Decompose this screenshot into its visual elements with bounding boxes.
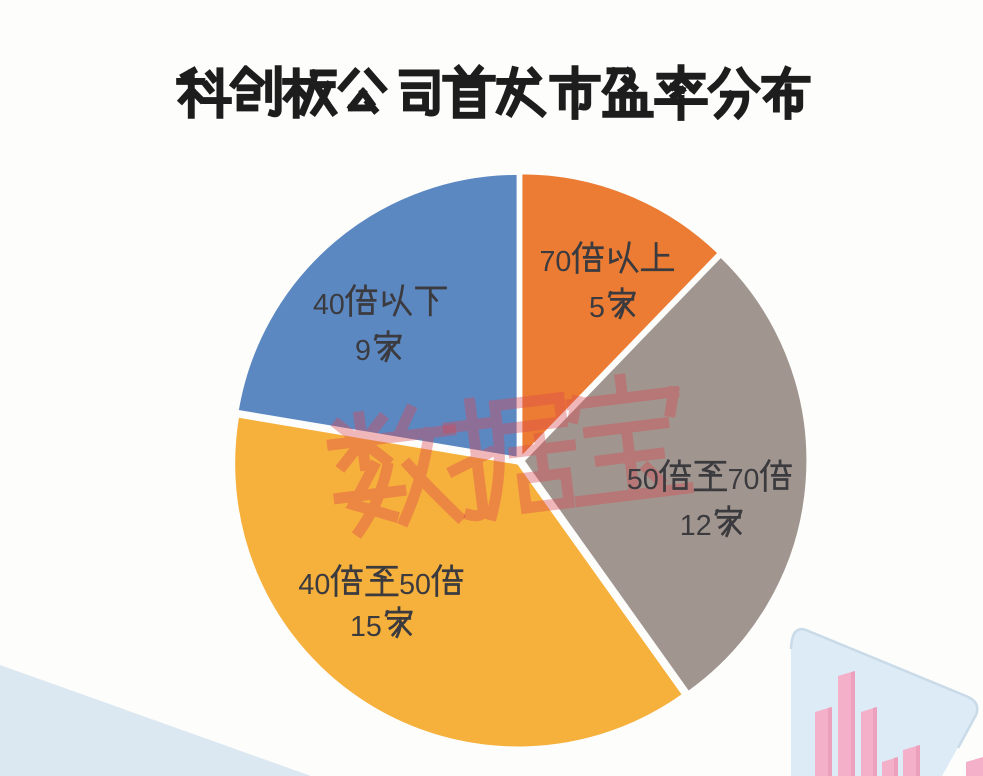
svg-text:5: 5 [589, 292, 605, 324]
svg-text:70: 70 [728, 464, 760, 496]
svg-text:12: 12 [680, 510, 712, 542]
svg-text:70: 70 [540, 246, 572, 278]
svg-text:40: 40 [298, 569, 330, 601]
svg-text:40: 40 [313, 289, 345, 321]
svg-text:50: 50 [627, 464, 659, 496]
svg-text:9: 9 [355, 335, 371, 367]
svg-text:50: 50 [399, 569, 431, 601]
svg-text:15: 15 [350, 611, 382, 643]
